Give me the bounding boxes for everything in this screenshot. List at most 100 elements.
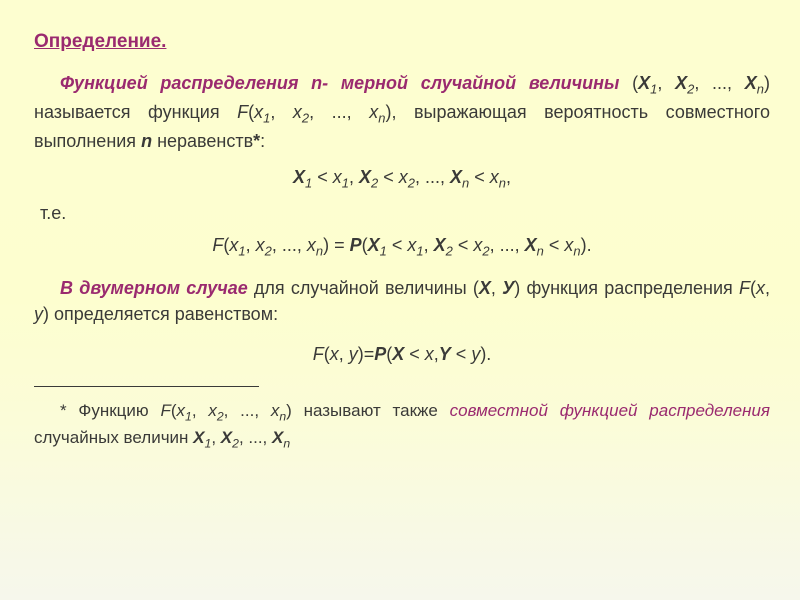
ec1: ,: [246, 235, 256, 255]
exn: x: [307, 235, 316, 255]
ft-c1: ,: [211, 428, 220, 447]
fc1: ,: [270, 102, 293, 122]
foot-accent: совместной функцией распределения: [450, 401, 770, 420]
exls2: 2: [482, 243, 489, 258]
ty: y: [349, 344, 358, 364]
vec-x1: X: [638, 73, 650, 93]
tx: x: [330, 344, 339, 364]
lead-n: n: [311, 73, 322, 93]
ec2: , ...,: [272, 235, 307, 255]
two-Y: У: [502, 278, 514, 298]
fx1b: x: [177, 401, 186, 420]
fc2b: , ...,: [224, 401, 271, 420]
inequality-line: X1 < x1, X2 < x2, ..., Xn < xn,: [34, 164, 770, 193]
two-lead: В двумерном случае: [60, 278, 248, 298]
tY: Y: [439, 344, 451, 364]
two-cma: ,: [765, 278, 770, 298]
ex2: x: [256, 235, 265, 255]
txl: x: [425, 344, 434, 364]
fx2b: x: [208, 401, 217, 420]
vec-close: ): [764, 73, 770, 93]
called: называется функция: [34, 102, 237, 122]
fs2b: 2: [217, 409, 224, 423]
Xn: X: [450, 167, 462, 187]
ltn: <: [469, 167, 490, 187]
lt2: <: [378, 167, 399, 187]
lead-phrase-mid: - мерной случайной величины: [322, 73, 619, 93]
cma: ,: [349, 167, 359, 187]
two-x: x: [756, 278, 765, 298]
eX1: X: [368, 235, 380, 255]
fxn: x: [369, 102, 378, 122]
ft-x1: X: [193, 428, 204, 447]
nword: n: [141, 131, 152, 151]
eXn: X: [525, 235, 537, 255]
tlt2: <: [451, 344, 472, 364]
definition-title: Определение.: [34, 28, 770, 56]
f-sym: F: [237, 102, 248, 122]
c1: ,: [657, 73, 675, 93]
c2: , ...,: [694, 73, 744, 93]
foot-tail-pre: случайных величин: [34, 428, 193, 447]
eqP: P: [350, 235, 362, 255]
eXsn: n: [537, 243, 544, 258]
two-d-equality: F(x, y)=P(X < x,Y < y).: [34, 341, 770, 367]
two-yv: y: [34, 304, 43, 324]
xnl: x: [490, 167, 499, 187]
foot-pre: * Функцию: [60, 401, 160, 420]
X2: X: [359, 167, 371, 187]
snb: n: [499, 176, 506, 191]
s2b: 2: [408, 176, 415, 191]
dts: , ...,: [415, 167, 450, 187]
x2l: x: [399, 167, 408, 187]
elt2: <: [453, 235, 474, 255]
slide: Определение. Функцией распределения n- м…: [0, 0, 800, 600]
exls1: 1: [416, 243, 423, 258]
cmn: ,: [506, 167, 511, 187]
eqF: F: [212, 235, 223, 255]
tP: P: [374, 344, 386, 364]
main-equality: F(x1, x2, ..., xn) = P(X1 < x1, X2 < x2,…: [34, 232, 770, 261]
subn: n: [757, 81, 764, 96]
footnote-rule: [34, 386, 259, 387]
ineq: неравенств: [152, 131, 253, 151]
fc2: , ...,: [309, 102, 369, 122]
col: :: [260, 131, 265, 151]
footnote: * Функцию F(x1, x2, ..., xn) называют та…: [34, 399, 770, 453]
edts: , ...,: [490, 235, 525, 255]
ecm1: ,: [424, 235, 434, 255]
vec-x2: X: [675, 73, 687, 93]
tc: ,: [339, 344, 349, 364]
es2: 2: [265, 243, 272, 258]
lead-phrase-pre: Функцией распределения: [60, 73, 311, 93]
eltn: <: [544, 235, 565, 255]
eXs1: 1: [380, 243, 387, 258]
two-X: X: [479, 278, 491, 298]
fx2: x: [293, 102, 302, 122]
two-d-paragraph: В двумерном случае для случайной величин…: [34, 275, 770, 327]
two-tail: ) определяется равенством:: [43, 304, 278, 324]
fc1b: ,: [192, 401, 209, 420]
ft-xn: X: [272, 428, 283, 447]
vec-xn: X: [745, 73, 757, 93]
ft-sn: n: [283, 436, 290, 450]
definition-paragraph: Функцией распределения n- мерной случайн…: [34, 70, 770, 155]
fs1b: 1: [185, 409, 192, 423]
ft-c2: , ...,: [239, 428, 272, 447]
foot-mid: ) называют также: [286, 401, 449, 420]
tyl: y: [471, 344, 480, 364]
fx1: x: [254, 102, 263, 122]
tX: X: [392, 344, 404, 364]
lt1: <: [312, 167, 333, 187]
tpcl: ).: [480, 344, 491, 364]
eXs2: 2: [446, 243, 453, 258]
two-mid: для случайной величины (: [248, 278, 479, 298]
epcl: ).: [581, 235, 592, 255]
foot-F: F: [160, 401, 170, 420]
tF: F: [313, 344, 324, 364]
ft-x2: X: [221, 428, 232, 447]
X1: X: [293, 167, 305, 187]
eX2: X: [434, 235, 446, 255]
eq: =: [329, 235, 350, 255]
ft-s2: 2: [232, 436, 239, 450]
